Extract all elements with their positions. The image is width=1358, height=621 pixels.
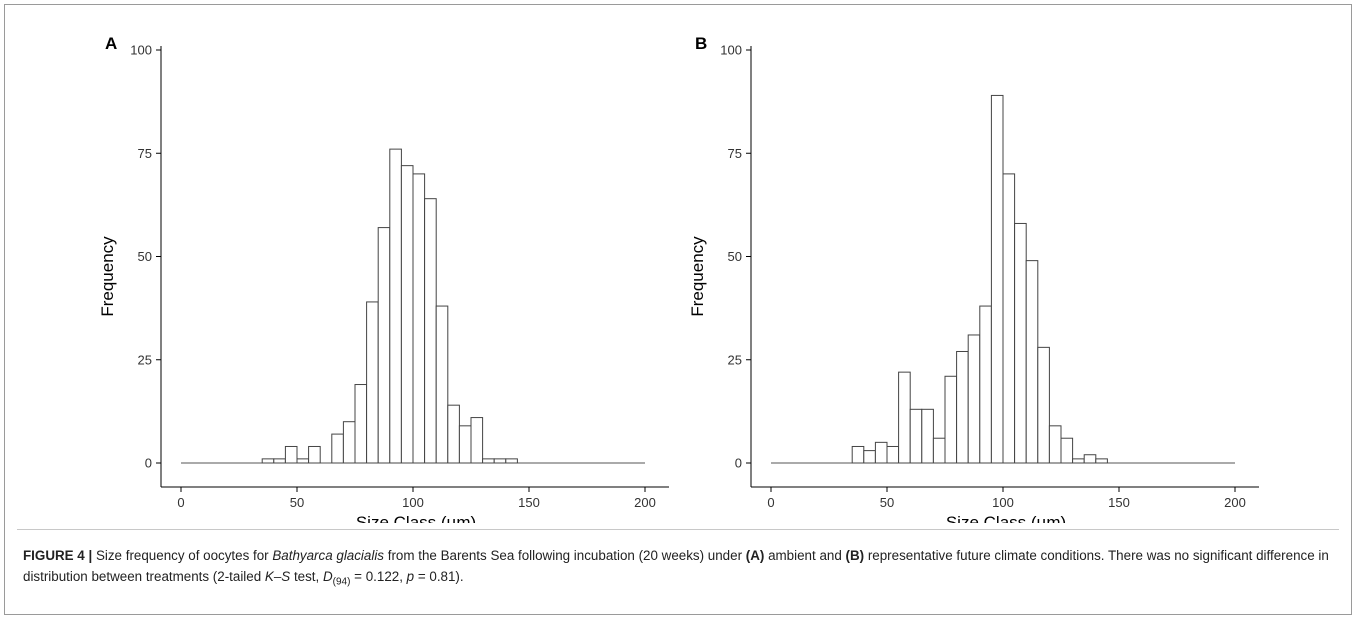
x-tick-label: 50 [290, 495, 304, 510]
histogram-bar [898, 371, 911, 464]
histogram-bar [990, 94, 1004, 464]
y-tick-label: 0 [735, 456, 742, 471]
histogram-bar [447, 404, 460, 464]
caption-text-2: from the Barents Sea following incubatio… [384, 548, 746, 563]
histogram-bar [342, 421, 356, 464]
y-tick-label: 100 [720, 43, 742, 58]
caption-label: FIGURE 4 | [23, 548, 93, 563]
panel-letter: B [695, 34, 707, 53]
x-tick-label: 0 [767, 495, 774, 510]
x-tick-label: 100 [992, 495, 1014, 510]
y-tick-label: 50 [138, 249, 152, 264]
histogram-bar [366, 301, 379, 464]
panel-letter: A [105, 34, 117, 53]
histogram-bar [1025, 260, 1039, 464]
histogram-bar [944, 375, 958, 464]
y-tick-label: 75 [728, 146, 742, 161]
x-tick-label: 200 [1224, 495, 1246, 510]
caption-ref-a: (A) [745, 548, 765, 563]
histogram-bar [505, 458, 518, 464]
caption-text-3: ambient and [764, 548, 846, 563]
histogram-bar [412, 173, 426, 464]
histogram-bar [1072, 458, 1085, 464]
caption-species: Bathyarca glacialis [272, 548, 385, 563]
y-tick-label: 0 [145, 456, 152, 471]
caption-text-5: test, [290, 569, 323, 584]
x-tick-label: 50 [880, 495, 894, 510]
histogram-bar [921, 408, 934, 464]
histogram-bar [863, 450, 876, 464]
histogram-a: A 0 25 50 75 100 0 50 100 150 200 Size Class (µm) Fr… [98, 34, 669, 523]
histogram-bar [956, 350, 969, 464]
histogram-bar [296, 458, 310, 464]
histogram-bar [874, 441, 888, 464]
y-tick-label: 75 [138, 146, 152, 161]
histogram-bar [967, 334, 981, 464]
histogram-bar [435, 305, 449, 464]
y-tick-label: 50 [728, 249, 742, 264]
histogram-b: B 0 25 50 75 100 0 50 100 150 200 Size Class (µm) Fr… [688, 34, 1259, 523]
histogram-bar [261, 458, 275, 464]
y-tick-label: 100 [130, 43, 152, 58]
histogram-bar [1060, 437, 1074, 464]
caption-divider [17, 529, 1339, 530]
histogram-bar [1048, 425, 1062, 464]
x-tick-label: 100 [402, 495, 424, 510]
histogram-bar [1037, 346, 1050, 464]
x-tick-label: 200 [634, 495, 656, 510]
x-axis-title: Size Class (µm) [356, 513, 476, 523]
panel-a: A 0 25 50 75 100 0 50 100 150 200 Size Class (µm) Fr… [77, 5, 677, 523]
caption-stat: D [322, 569, 333, 584]
histogram-bar [400, 165, 414, 464]
histogram-bar [851, 445, 865, 464]
caption-text-4: representative future climate conditions… [23, 548, 1329, 584]
caption-test: K–S [264, 569, 291, 584]
histogram-bar [1095, 458, 1108, 464]
histogram-bar [1014, 222, 1027, 464]
histogram-bar [377, 227, 391, 464]
figure-frame: A 0 25 50 75 100 0 50 100 150 200 Size Class (µm) Fr… [4, 4, 1352, 615]
histogram-bar [389, 148, 402, 464]
histogram-bar [932, 437, 946, 464]
histogram-bar [424, 198, 437, 464]
y-axis-title: Frequency [688, 236, 707, 317]
y-tick-label: 25 [138, 352, 152, 367]
caption-text-1: Size frequency of oocytes for [92, 548, 273, 563]
histogram-bar [354, 384, 368, 464]
histogram-bar [458, 425, 472, 464]
caption-p: p [406, 569, 415, 584]
caption-text-7: = 0.81). [414, 569, 464, 584]
x-tick-label: 150 [1108, 495, 1130, 510]
caption-text-6: = 0.122, [350, 569, 407, 584]
histogram-bar [308, 445, 321, 464]
histogram-bar [1083, 454, 1097, 464]
histogram-bar [284, 445, 298, 464]
histogram-bar [979, 305, 992, 464]
x-axis-title: Size Class (µm) [946, 513, 1066, 523]
y-tick-label: 25 [728, 352, 742, 367]
caption-ref-b: (B) [845, 548, 865, 563]
histogram-bar [273, 458, 286, 464]
histogram-bar [1002, 173, 1016, 464]
histogram-bar [482, 458, 495, 464]
histogram-bar [909, 408, 923, 464]
x-tick-label: 150 [518, 495, 540, 510]
histogram-bar [470, 417, 484, 464]
panel-b: B 0 25 50 75 100 0 50 100 150 200 Size Class (µm) Fr… [667, 5, 1267, 523]
x-tick-label: 0 [177, 495, 184, 510]
histogram-bar [331, 433, 344, 464]
caption-df: (94) [332, 576, 351, 588]
histogram-bar [886, 445, 900, 464]
figure-caption: FIGURE 4 | Size frequency of oocytes for… [23, 545, 1343, 593]
histogram-bar [493, 458, 507, 464]
y-axis-title: Frequency [98, 236, 117, 317]
